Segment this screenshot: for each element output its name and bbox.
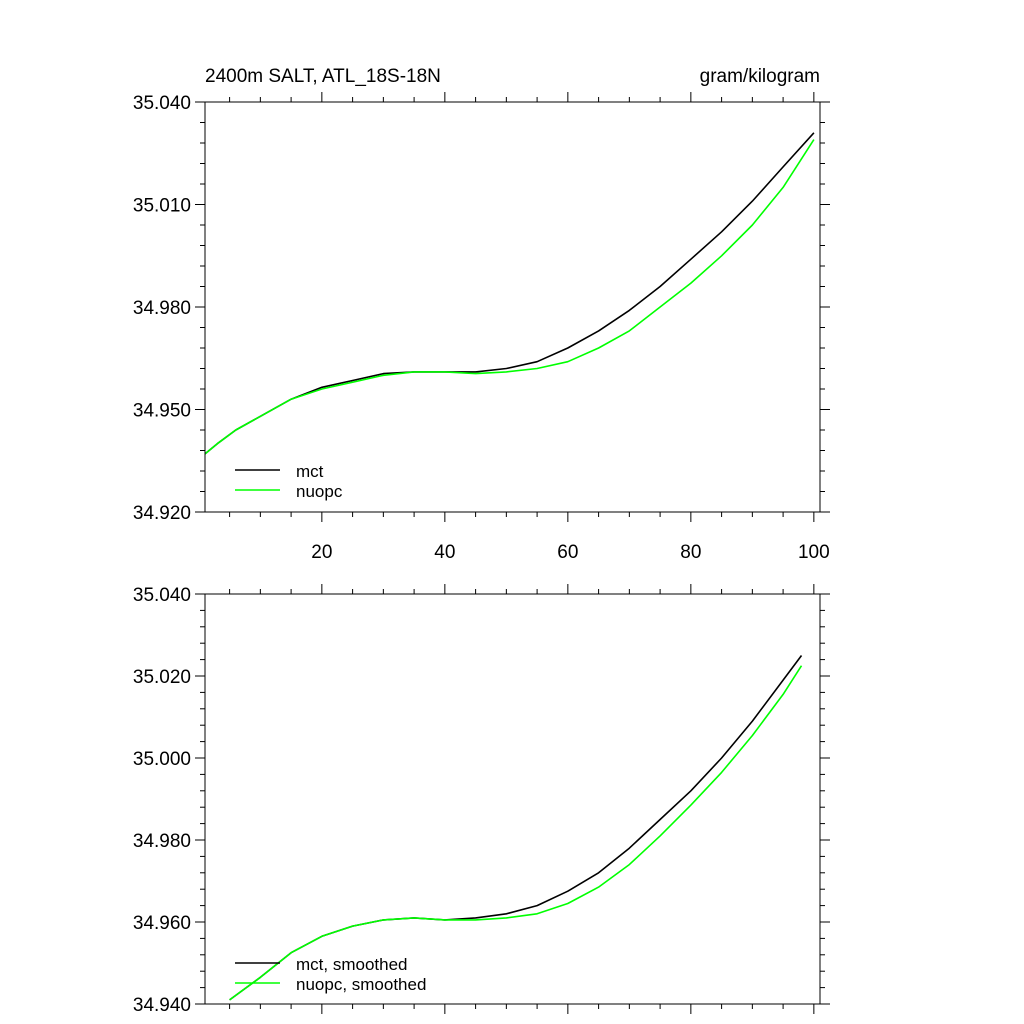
bottom-ytick-label: 34.960 [133,913,191,934]
top-panel-ticks: 34.920 34.950 34.980 35.010 35.040 20 40 60 80 10… [133,92,830,563]
top-panel: 2400m SALT, ATL_18S-18N gram/kilogram 34… [133,66,830,563]
top-panel-frame [204,101,821,513]
bottom-panel: 34.940 34.960 34.980 35.000 35.020 35.040 mct… [133,584,830,1016]
top-ytick-label: 35.010 [133,196,191,217]
legend-label-mct-smoothed: mct, smoothed [296,955,408,974]
top-xtick-label: 80 [680,542,701,563]
top-xtick-label: 100 [798,542,830,563]
top-xtick-label: 40 [434,542,455,563]
bottom-ytick-label: 35.000 [133,749,191,770]
top-series-line-mct [204,132,815,455]
top-panel-title: 2400m SALT, ATL_18S-18N [205,66,441,87]
bottom-panel-frame [204,593,821,1005]
legend-label-mct: mct [296,462,324,481]
bottom-series-line-mct-smoothed [229,655,803,1001]
legend-label-nuopc-smoothed: nuopc, smoothed [296,975,426,994]
top-series-line-nuopc [204,139,815,455]
top-ytick-label: 34.980 [133,298,191,319]
top-panel-series [204,132,815,455]
top-xtick-label: 20 [311,542,332,563]
bottom-panel-series [229,655,803,1001]
bottom-ytick-label: 35.040 [133,585,191,606]
top-ytick-label: 35.040 [133,93,191,114]
top-ytick-label: 34.950 [133,401,191,422]
bottom-ytick-label: 34.980 [133,831,191,852]
bottom-panel-legend: mct, smoothed nuopc, smoothed [235,955,426,994]
legend-label-nuopc: nuopc [296,482,343,501]
top-xtick-label: 60 [557,542,578,563]
top-ytick-label: 34.920 [133,503,191,524]
bottom-panel-ticks: 34.940 34.960 34.980 35.000 35.020 35.040 [133,584,830,1016]
bottom-ytick-label: 34.940 [133,995,191,1016]
bottom-ytick-label: 35.020 [133,667,191,688]
top-panel-legend: mct nuopc [235,462,343,501]
bottom-series-line-nuopc-smoothed [229,665,803,1001]
top-panel-units: gram/kilogram [700,66,820,87]
